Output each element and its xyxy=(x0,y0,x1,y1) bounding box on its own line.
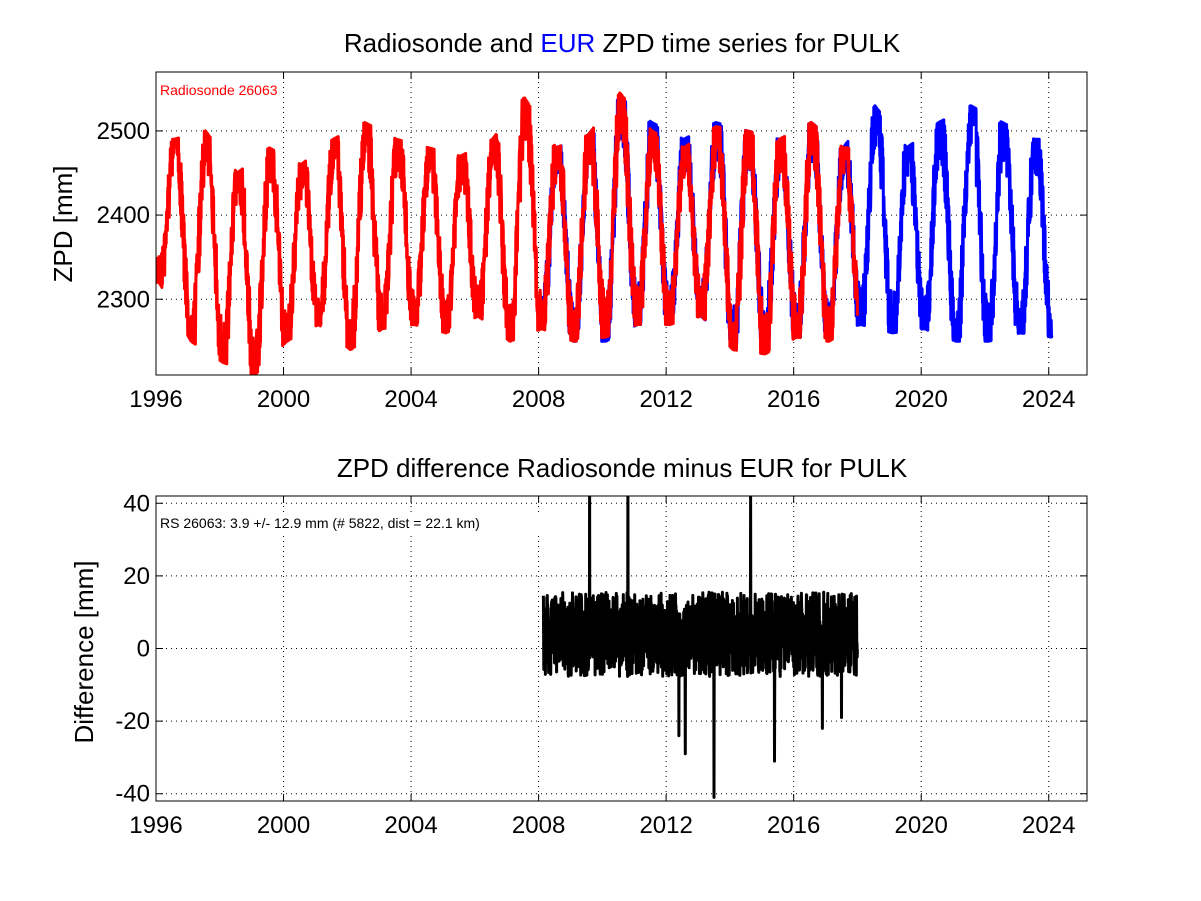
x-tick-label: 2012 xyxy=(639,812,692,839)
bottom-chart-title: ZPD difference Radiosonde minus EUR for … xyxy=(337,453,908,483)
bottom-stats-annotation: RS 26063: 3.9 +/- 12.9 mm (# 5822, dist … xyxy=(160,515,480,531)
y-tick-label: 2500 xyxy=(97,118,150,145)
x-tick-label: 2020 xyxy=(895,386,948,413)
x-tick-label: 2008 xyxy=(512,386,565,413)
x-tick-label: 2024 xyxy=(1022,386,1075,413)
bottom-y-axis-label: Difference [mm] xyxy=(69,560,99,743)
title-part-eur: EUR xyxy=(540,28,595,58)
top-legend-annotation: Radiosonde 26063 xyxy=(160,82,278,98)
zpd-difference-panel: ZPD difference Radiosonde minus EUR for … xyxy=(69,453,1087,839)
y-tick-label: 40 xyxy=(123,490,150,517)
x-tick-label: 2000 xyxy=(257,812,310,839)
zpd-time-series-panel: Radiosonde and EUR ZPD time series for P… xyxy=(48,28,1087,413)
x-tick-label: 2004 xyxy=(384,812,437,839)
x-tick-label: 2008 xyxy=(512,812,565,839)
title-part-1: Radiosonde and xyxy=(344,28,541,58)
title-part-3: ZPD time series for PULK xyxy=(595,28,901,58)
x-tick-label: 2020 xyxy=(895,812,948,839)
y-tick-label: 2400 xyxy=(97,202,150,229)
y-tick-label: 20 xyxy=(123,563,150,590)
x-tick-label: 2016 xyxy=(767,812,820,839)
x-tick-label: 2016 xyxy=(767,386,820,413)
x-tick-label: 2000 xyxy=(257,386,310,413)
x-tick-label: 2024 xyxy=(1022,812,1075,839)
y-tick-label: -40 xyxy=(115,781,150,808)
top-chart-title: Radiosonde and EUR ZPD time series for P… xyxy=(344,28,901,58)
x-tick-label: 2012 xyxy=(639,386,692,413)
x-tick-label: 1996 xyxy=(129,812,182,839)
x-tick-label: 2004 xyxy=(384,386,437,413)
y-tick-label: -20 xyxy=(115,708,150,735)
y-tick-label: 2300 xyxy=(97,286,150,313)
x-tick-label: 1996 xyxy=(129,386,182,413)
y-tick-label: 0 xyxy=(137,636,150,663)
top-y-axis-label: ZPD [mm] xyxy=(48,166,78,283)
